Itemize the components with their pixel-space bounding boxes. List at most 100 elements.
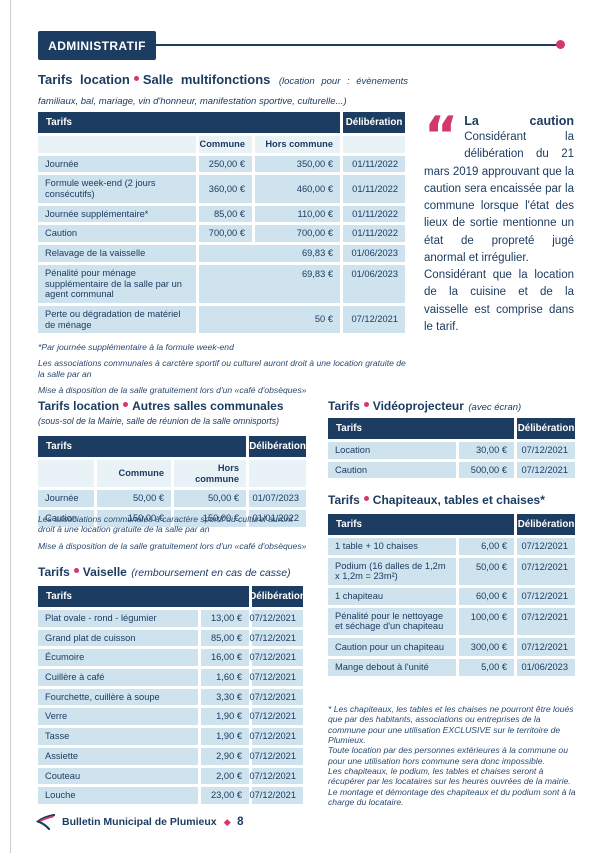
subheader-spacer-cell: [343, 136, 405, 153]
cell-hors: 150,00 €: [174, 510, 246, 527]
bulletin-logo-icon: [36, 814, 56, 830]
chapiteaux-title-part2: Chapiteaux, tables et chaises*: [372, 493, 545, 507]
cell-value-merged: 69,83 €: [199, 245, 340, 262]
cell-label: Plat ovale - rond - légumier: [38, 610, 198, 627]
footnote: Toute location par des personnes extérie…: [328, 745, 568, 766]
cell-delib: 07/12/2021: [249, 767, 303, 785]
footnote: *Par journée supplémentaire à la formule…: [38, 342, 234, 352]
cell-delib: 07/12/2021: [517, 557, 575, 586]
cell-commune: 50,00 €: [97, 490, 171, 508]
salle-section-title: Tarifs location Salle multifonctions (loc…: [38, 70, 408, 110]
subheader-hors-commune: Hors commune: [255, 136, 340, 153]
cell-delib: 01/11/2022: [343, 205, 405, 223]
cell-value: 50,00 €: [459, 557, 514, 586]
chapiteaux-section-title: Tarifs Chapiteaux, tables et chaises*: [328, 490, 578, 510]
header-rule-line: [156, 44, 558, 46]
autres-footnotes: Les associations communales à caractère …: [38, 514, 310, 557]
cell-label: Caution pour un chapiteau: [328, 638, 456, 656]
cell-delib: 07/12/2021: [249, 728, 303, 745]
cell-value: 16,00 €: [201, 649, 249, 667]
cell-value: 100,00 €: [459, 607, 514, 636]
cell-label: Journée supplémentaire*: [38, 205, 196, 223]
salle-table: Tarifs Délibération Commune Hors commune…: [38, 112, 405, 334]
cell-value: 5,00 €: [459, 658, 514, 676]
cell-delib: 07/12/2021: [249, 629, 303, 647]
table-header-tarifs: Tarifs: [38, 586, 249, 607]
cell-delib: 07/12/2021: [249, 708, 303, 726]
cell-label: Formule week-end (2 jours consécutifs): [38, 175, 196, 203]
autres-section-title: Tarifs location Autres salles communales …: [38, 396, 310, 427]
cell-delib: 01/01/2022: [249, 510, 306, 527]
footnote: Le montage et démontage des chapiteaux e…: [328, 786, 576, 807]
subheader-hors-commune: Hors commune: [174, 460, 246, 488]
cell-value: 1,60 €: [201, 669, 249, 686]
quote-paragraph: Considérant la délibération du 21 mars 2…: [424, 131, 574, 264]
cell-label: Écumoire: [38, 649, 198, 667]
cell-label: Caution: [38, 510, 94, 527]
cell-label: Perte ou dégradation de matériel de ména…: [38, 305, 196, 334]
subheader-spacer-cell: [38, 136, 196, 153]
section-tag-label: ADMINISTRATIF: [48, 38, 146, 53]
salle-title-part2: Salle multifonctions: [142, 72, 271, 87]
cell-label: Mange debout à l'unité: [328, 658, 456, 676]
cell-delib: 07/12/2021: [249, 610, 303, 627]
cell-hors: 350,00 €: [255, 155, 340, 173]
page-number: 8: [237, 816, 244, 828]
cell-hors: 700,00 €: [255, 225, 340, 243]
video-title-note: (avec écran): [468, 402, 522, 413]
subheader-commune: Commune: [199, 136, 252, 153]
cell-value: 2,00 €: [201, 767, 249, 785]
cell-value: 500,00 €: [459, 461, 514, 479]
cell-value: 1,90 €: [201, 708, 249, 726]
cell-delib: 07/12/2021: [517, 607, 575, 636]
salle-title-part1: Tarifs location: [38, 72, 130, 87]
subheader-commune: Commune: [97, 460, 171, 488]
cell-label: Journée: [38, 155, 196, 173]
footer-text: Bulletin Municipal de Plumieux: [62, 816, 217, 828]
footer-separator-icon: [223, 818, 231, 826]
cell-delib: 01/11/2022: [343, 175, 405, 203]
cell-label: Relavage de la vaisselle: [38, 245, 196, 262]
page-left-border: [10, 0, 11, 853]
subheader-spacer-cell: [38, 460, 94, 488]
cell-commune: 150,00 €: [97, 510, 171, 527]
cell-delib: 07/12/2021: [249, 649, 303, 667]
vaiselle-table: Tarifs Délibération Plat ovale - rond - …: [38, 586, 306, 804]
footnote: Les associations communales à carctère s…: [38, 358, 406, 379]
cell-label: Verre: [38, 708, 198, 726]
video-section-title: Tarifs Vidéoprojecteur (avec écran): [328, 396, 578, 416]
autres-title-part1: Tarifs location: [38, 399, 120, 413]
cell-label: Pénalité pour le nettoyage et séchage d'…: [328, 607, 456, 636]
table-header-deliberation: Délibération: [517, 418, 575, 439]
cell-value: 300,00 €: [459, 638, 514, 656]
cell-delib: 01/06/2023: [343, 245, 405, 262]
cell-label: Couteau: [38, 767, 198, 785]
table-header-deliberation: Délibération: [249, 436, 306, 457]
cell-delib: 07/12/2021: [249, 688, 303, 706]
cell-delib: 01/11/2022: [343, 225, 405, 243]
cell-value: 6,00 €: [459, 538, 514, 555]
cell-value: 85,00 €: [201, 629, 249, 647]
cell-commune: 360,00 €: [199, 175, 252, 203]
cell-value: 1,90 €: [201, 728, 249, 745]
footnote: Mise à disposition de la salle gratuitem…: [38, 384, 307, 395]
cell-value-merged: 50 €: [199, 305, 340, 334]
subheader-spacer-cell: [249, 460, 306, 488]
autres-title-note: (sous-sol de la Mairie, salle de réunion…: [38, 416, 280, 426]
chapiteaux-title-part1: Tarifs: [328, 493, 360, 507]
table-header-deliberation: Délibération: [249, 586, 306, 607]
cell-label: Pénalité pour ménage supplémentaire de l…: [38, 264, 196, 303]
cell-label: Grand plat de cuisson: [38, 629, 198, 647]
cell-delib: 07/12/2021: [343, 305, 405, 334]
cell-commune: 250,00 €: [199, 155, 252, 173]
title-bullet-icon: [73, 568, 79, 574]
title-bullet-icon: [123, 402, 129, 408]
quote-title: La caution: [464, 114, 574, 128]
vaiselle-section-title: Tarifs Vaiselle (remboursement en cas de …: [38, 562, 310, 582]
section-tag-administratif: ADMINISTRATIF: [38, 31, 156, 60]
vaiselle-title-part1: Tarifs: [38, 565, 70, 579]
title-bullet-icon: [133, 76, 139, 82]
cell-label: Caution: [328, 461, 456, 479]
cell-hors: 460,00 €: [255, 175, 340, 203]
caution-quote-block: “ La caution Considérant la délibération…: [424, 110, 574, 336]
